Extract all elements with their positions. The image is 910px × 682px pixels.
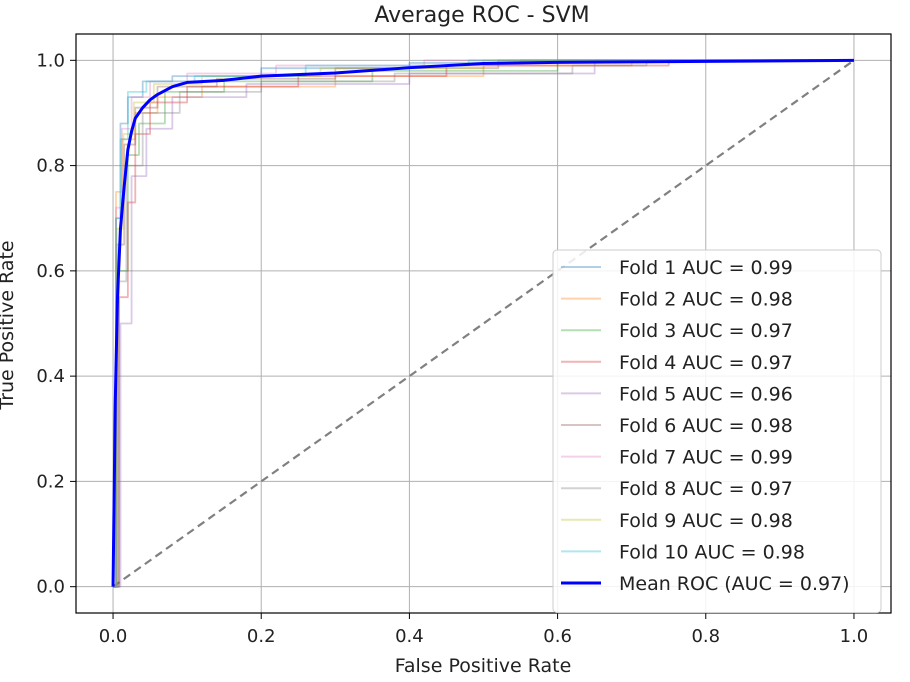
plot-frame bbox=[75, 33, 892, 614]
y-axis-label: True Positive Rate bbox=[0, 240, 18, 410]
legend-label: Fold 4 AUC = 0.97 bbox=[619, 352, 793, 374]
legend-label: Fold 2 AUC = 0.98 bbox=[619, 289, 793, 311]
legend-label: Fold 7 AUC = 0.99 bbox=[619, 447, 793, 469]
legend-label: Fold 5 AUC = 0.96 bbox=[619, 383, 793, 405]
x-tick-label: 0.4 bbox=[395, 626, 424, 647]
series-line-fold-3 bbox=[113, 59, 854, 588]
series-line-fold-4 bbox=[113, 59, 854, 588]
chance-line bbox=[112, 59, 855, 588]
legend-label: Mean ROC (AUC = 0.97) bbox=[619, 573, 850, 595]
legend-label: Fold 8 AUC = 0.97 bbox=[619, 478, 793, 500]
x-tick-label: 0.0 bbox=[99, 626, 128, 647]
y-tick-label: 0.0 bbox=[36, 577, 65, 598]
series-layer bbox=[111, 58, 854, 588]
legend-label: Fold 1 AUC = 0.99 bbox=[619, 257, 793, 279]
ticks: 0.0 0.2 0.4 0.6 0.8 1.0 0.0 0.2 0.4 0.6 0.8 1.0 bbox=[36, 50, 868, 647]
series-line-fold-10 bbox=[113, 59, 854, 588]
legend-box bbox=[552, 249, 882, 614]
y-tick-label: 0.6 bbox=[36, 261, 65, 282]
legend: Fold 1 AUC = 0.99 Fold 2 AUC = 0.98 Fold 3… bbox=[552, 249, 882, 614]
series-line-fold-7 bbox=[113, 59, 854, 588]
x-tick-label: 1.0 bbox=[840, 626, 869, 647]
chart-title: Average ROC - SVM bbox=[374, 3, 589, 28]
legend-label: Fold 9 AUC = 0.98 bbox=[619, 510, 793, 532]
series-line-mean-roc bbox=[111, 58, 854, 587]
x-tick-label: 0.6 bbox=[543, 626, 572, 647]
legend-label: Fold 6 AUC = 0.98 bbox=[619, 415, 793, 437]
y-tick-label: 0.2 bbox=[36, 471, 65, 492]
series-line-fold-5 bbox=[113, 59, 854, 588]
legend-label: Fold 3 AUC = 0.97 bbox=[619, 320, 793, 342]
y-tick-label: 0.4 bbox=[36, 366, 65, 387]
series-line-fold-2 bbox=[113, 59, 854, 588]
x-tick-label: 0.2 bbox=[247, 626, 276, 647]
x-axis-label: False Positive Rate bbox=[395, 655, 572, 677]
x-tick-label: 0.8 bbox=[691, 626, 720, 647]
series-line-fold-1 bbox=[113, 59, 854, 588]
legend-label: Fold 10 AUC = 0.98 bbox=[619, 541, 805, 563]
chance-line-layer bbox=[112, 59, 855, 588]
y-tick-label: 1.0 bbox=[36, 50, 65, 71]
y-tick-label: 0.8 bbox=[36, 156, 65, 177]
series-line-fold-8 bbox=[113, 59, 854, 588]
